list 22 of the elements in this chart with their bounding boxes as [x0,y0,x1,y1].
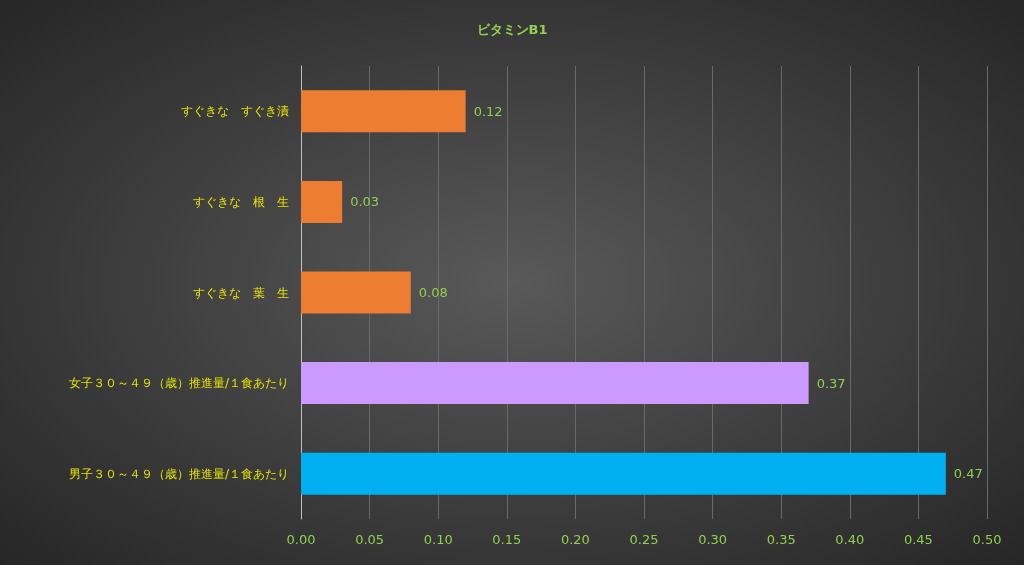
x-tick-label: 0.10 [423,532,453,547]
x-tick-label: 0.45 [903,532,933,547]
x-tick-label: 0.40 [835,532,865,547]
data-label: 0.08 [418,285,448,300]
x-tick-label: 0.25 [629,532,659,547]
y-tick-label: すぐきな 根 生 [193,194,289,209]
x-tick-label: 0.35 [766,532,796,547]
x-tick-label: 0.00 [286,532,316,547]
y-tick-label: 女子３０～４９（歳）推進量/１食あたり [68,376,289,391]
y-tick-label: 男子３０～４９（歳）推進量/１食あたり [68,466,289,481]
chart-title: ビタミンB1 [476,22,548,37]
x-tick-label: 0.50 [972,532,1002,547]
x-tick-label: 0.30 [698,532,728,547]
data-label: 0.03 [350,194,380,210]
x-tick-label: 0.15 [492,532,522,547]
data-label: 0.37 [816,375,846,391]
data-label: 0.47 [953,466,983,482]
x-tick-label: 0.20 [560,532,590,547]
x-tick-label: 0.05 [355,532,385,547]
y-tick-label: すぐきな すぐき漬 [181,104,289,119]
y-tick-label: すぐきな 葉 生 [193,285,289,300]
data-label: 0.12 [473,103,503,119]
